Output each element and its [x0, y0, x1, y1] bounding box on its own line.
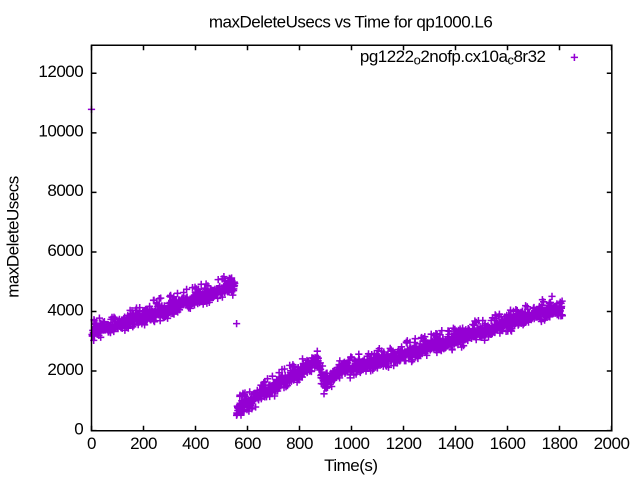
- svg-text:200: 200: [130, 434, 157, 453]
- svg-text:8000: 8000: [47, 181, 83, 200]
- svg-text:maxDeleteUsecs: maxDeleteUsecs: [4, 176, 23, 298]
- svg-text:600: 600: [234, 434, 261, 453]
- svg-text:10000: 10000: [38, 122, 83, 141]
- svg-text:1000: 1000: [334, 434, 370, 453]
- svg-text:1800: 1800: [542, 434, 578, 453]
- svg-text:2000: 2000: [594, 434, 630, 453]
- svg-text:Time(s): Time(s): [324, 456, 377, 475]
- svg-text:6000: 6000: [47, 241, 83, 260]
- svg-text:12000: 12000: [38, 62, 83, 81]
- svg-text:maxDeleteUsecs vs Time for qp1: maxDeleteUsecs vs Time for qp1000.L6: [209, 12, 492, 31]
- svg-text:800: 800: [286, 434, 313, 453]
- svg-text:0: 0: [74, 419, 83, 438]
- svg-text:1600: 1600: [490, 434, 526, 453]
- svg-text:4000: 4000: [47, 300, 83, 319]
- svg-text:0: 0: [87, 434, 96, 453]
- svg-text:1400: 1400: [438, 434, 474, 453]
- svg-text:1200: 1200: [386, 434, 422, 453]
- svg-text:400: 400: [182, 434, 209, 453]
- svg-text:pg1222o2nofp.cx10ac8r32: pg1222o2nofp.cx10ac8r32: [360, 47, 546, 68]
- svg-text:2000: 2000: [47, 360, 83, 379]
